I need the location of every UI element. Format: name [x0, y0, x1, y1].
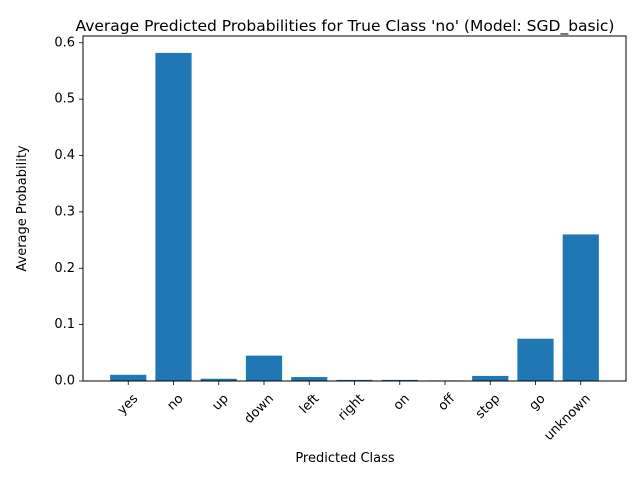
y-tick-label: 0.0	[54, 374, 75, 389]
x-tick-label-stop: stop	[473, 391, 503, 421]
y-tick-label: 0.2	[54, 261, 75, 276]
y-axis-label: Average Probability	[15, 145, 30, 272]
bar-no	[155, 52, 192, 381]
x-axis-label: Predicted Class	[295, 451, 395, 466]
plot-frame	[82, 35, 627, 382]
bar-on	[381, 379, 418, 381]
bar-left	[291, 377, 328, 381]
x-tick-label-right: right	[335, 391, 367, 423]
y-axis: 0.0 0.1 0.2 0.3 0.4 0.5 0.6	[54, 35, 83, 389]
x-tick-label-no: no	[164, 391, 186, 413]
bar-up	[200, 378, 237, 381]
bar-unknown	[562, 234, 599, 381]
x-tick-label-yes: yes	[115, 391, 142, 418]
bar-right	[336, 379, 373, 381]
bars-layer	[110, 52, 599, 381]
x-tick-label-down: down	[242, 391, 277, 426]
bar-go	[517, 338, 554, 381]
bar-down	[245, 355, 283, 381]
x-tick-label-unknown: unknown	[541, 391, 593, 443]
y-tick-label: 0.1	[54, 317, 75, 332]
y-tick-label: 0.4	[54, 148, 75, 163]
chart-title: Average Predicted Probabilities for True…	[76, 17, 615, 36]
x-tick-label-go: go	[526, 391, 548, 413]
bar-stop	[472, 375, 509, 381]
bar-yes	[110, 374, 147, 381]
y-tick-label: 0.6	[54, 35, 75, 50]
y-tick-label: 0.3	[54, 204, 75, 219]
x-tick-label-up: up	[210, 391, 232, 413]
x-tick-label-on: on	[391, 391, 413, 413]
x-tick-label-left: left	[297, 391, 323, 417]
y-tick-label: 0.5	[54, 92, 75, 107]
x-tick-label-off: off	[435, 391, 458, 414]
